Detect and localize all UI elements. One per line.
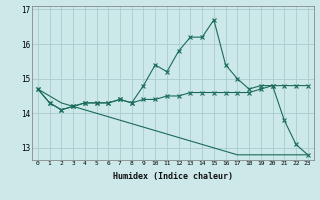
X-axis label: Humidex (Indice chaleur): Humidex (Indice chaleur) <box>113 172 233 181</box>
